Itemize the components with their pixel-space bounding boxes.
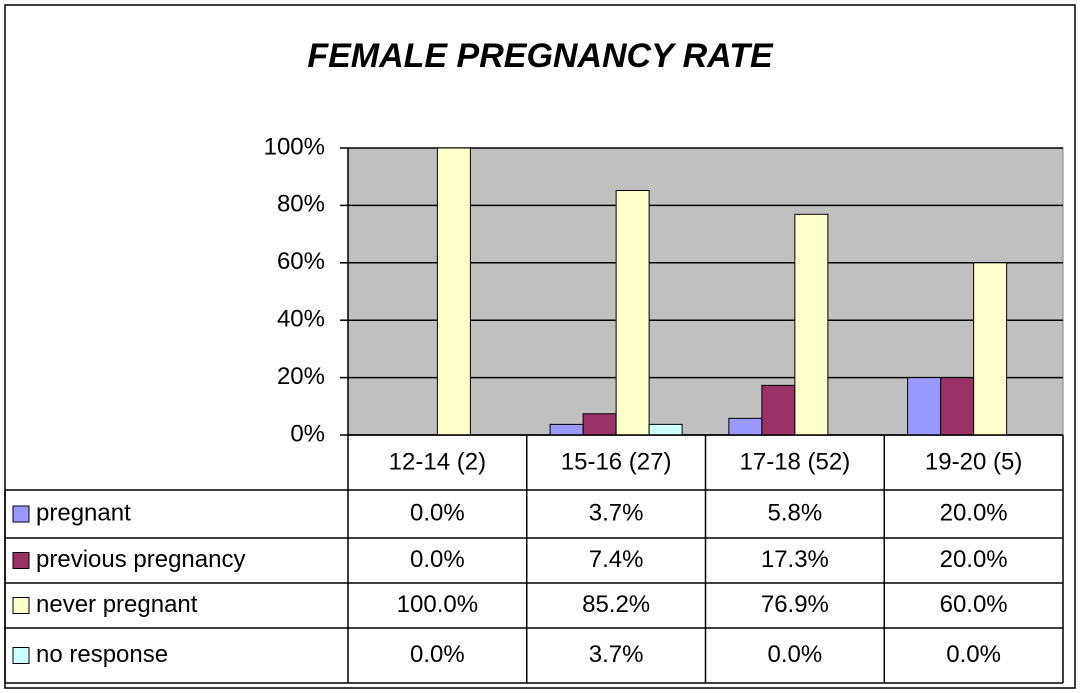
bar [794, 213, 829, 436]
chart-title: FEMALE PREGNANCY RATE [307, 37, 774, 75]
table-cell: 0.0% [410, 641, 465, 668]
bar [940, 377, 975, 436]
y-tick-label: 0% [290, 420, 325, 447]
y-tick-label: 80% [277, 191, 325, 218]
bar [436, 147, 471, 436]
x-tick-label: 17-18 (52) [740, 448, 851, 475]
bar [648, 423, 683, 436]
table-cell: 85.2% [582, 591, 650, 618]
legend-key [12, 552, 30, 569]
x-tick-label: 19-20 (5) [925, 448, 1022, 475]
bar [907, 377, 942, 436]
table-cell: 3.7% [589, 499, 644, 526]
table-cell: 76.9% [761, 591, 829, 618]
table-cell: 100.0% [397, 591, 478, 618]
legend-key [12, 505, 30, 523]
y-tick-label: 20% [277, 363, 325, 390]
bar [973, 262, 1008, 436]
y-tick-label: 60% [277, 248, 325, 275]
y-tick-label: 100% [264, 133, 325, 160]
table-cell: 60.0% [940, 591, 1008, 618]
legend-key [12, 647, 30, 664]
bar [728, 417, 763, 436]
table-cell: 20.0% [940, 499, 1008, 526]
legend-label: pregnant [36, 499, 131, 526]
bar [549, 423, 584, 436]
bar [615, 189, 650, 436]
table-cell: 17.3% [761, 546, 829, 573]
x-tick-label: 12-14 (2) [389, 448, 486, 475]
legend-label: never pregnant [36, 591, 198, 618]
table-cell: 0.0% [410, 546, 465, 573]
bar [582, 413, 617, 436]
bar [761, 384, 796, 436]
table-cell: 7.4% [589, 546, 644, 573]
x-tick-label: 15-16 (27) [561, 448, 672, 475]
table-cell: 5.8% [768, 499, 823, 526]
table-cell: 20.0% [940, 546, 1008, 573]
legend-label: no response [36, 641, 168, 668]
table-cell: 0.0% [768, 641, 823, 668]
legend-key [12, 597, 30, 614]
table-cell: 3.7% [589, 641, 644, 668]
table-cell: 0.0% [946, 641, 1001, 668]
table-cell: 0.0% [410, 499, 465, 526]
legend-label: previous pregnancy [36, 546, 245, 573]
y-tick-label: 40% [277, 306, 325, 333]
